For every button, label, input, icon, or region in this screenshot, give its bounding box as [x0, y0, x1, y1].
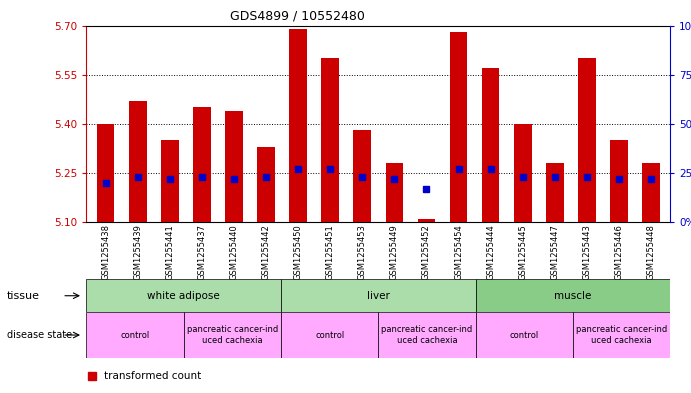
- Bar: [184, 312, 281, 358]
- Bar: [482, 68, 500, 222]
- Text: GSM1255438: GSM1255438: [101, 224, 110, 280]
- Bar: [257, 147, 275, 222]
- Text: GSM1255450: GSM1255450: [294, 224, 303, 279]
- Text: GSM1255448: GSM1255448: [647, 224, 656, 280]
- Text: GSM1255442: GSM1255442: [261, 224, 271, 279]
- Bar: [290, 29, 307, 222]
- Text: pancreatic cancer-ind
uced cachexia: pancreatic cancer-ind uced cachexia: [381, 325, 473, 345]
- Text: pancreatic cancer-ind
uced cachexia: pancreatic cancer-ind uced cachexia: [187, 325, 278, 345]
- Bar: [86, 312, 184, 358]
- Bar: [546, 163, 564, 222]
- Text: GSM1255453: GSM1255453: [358, 224, 367, 280]
- Text: GSM1255451: GSM1255451: [325, 224, 334, 279]
- Text: tissue: tissue: [7, 291, 40, 301]
- Text: GDS4899 / 10552480: GDS4899 / 10552480: [229, 10, 365, 23]
- Bar: [193, 107, 211, 222]
- Bar: [514, 124, 531, 222]
- Text: control: control: [315, 331, 344, 340]
- Bar: [281, 312, 379, 358]
- Text: GSM1255444: GSM1255444: [486, 224, 495, 279]
- Bar: [610, 140, 627, 222]
- Text: liver: liver: [367, 291, 390, 301]
- Text: muscle: muscle: [554, 291, 591, 301]
- Bar: [379, 312, 475, 358]
- Bar: [281, 279, 475, 312]
- Bar: [97, 124, 115, 222]
- Text: GSM1255452: GSM1255452: [422, 224, 431, 279]
- Bar: [354, 130, 371, 222]
- Text: pancreatic cancer-ind
uced cachexia: pancreatic cancer-ind uced cachexia: [576, 325, 668, 345]
- Text: GSM1255449: GSM1255449: [390, 224, 399, 279]
- Text: GSM1255454: GSM1255454: [454, 224, 463, 279]
- Text: GSM1255446: GSM1255446: [614, 224, 623, 280]
- Text: GSM1255445: GSM1255445: [518, 224, 527, 279]
- Text: control: control: [120, 331, 150, 340]
- Text: GSM1255439: GSM1255439: [133, 224, 142, 280]
- Bar: [321, 58, 339, 222]
- Text: GSM1255443: GSM1255443: [583, 224, 591, 280]
- Bar: [475, 312, 573, 358]
- Bar: [129, 101, 146, 222]
- Bar: [417, 219, 435, 222]
- Bar: [573, 312, 670, 358]
- Text: white adipose: white adipose: [147, 291, 220, 301]
- Bar: [386, 163, 403, 222]
- Text: GSM1255441: GSM1255441: [165, 224, 174, 279]
- Text: GSM1255440: GSM1255440: [229, 224, 238, 279]
- Text: transformed count: transformed count: [104, 371, 201, 381]
- Bar: [578, 58, 596, 222]
- Bar: [450, 32, 467, 222]
- Text: GSM1255447: GSM1255447: [550, 224, 559, 280]
- Bar: [86, 279, 281, 312]
- Text: GSM1255437: GSM1255437: [198, 224, 207, 280]
- Text: control: control: [510, 331, 539, 340]
- Text: disease state: disease state: [7, 330, 72, 340]
- Bar: [475, 279, 670, 312]
- Bar: [642, 163, 660, 222]
- Bar: [161, 140, 178, 222]
- Bar: [225, 111, 243, 222]
